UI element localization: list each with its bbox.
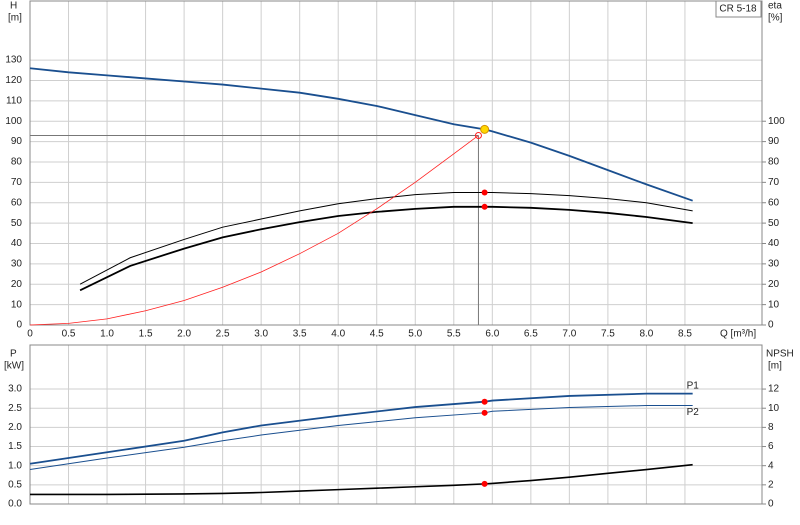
- y2-tick-label: 2: [768, 479, 774, 490]
- y-tick-label: 80: [11, 157, 23, 168]
- y-axis-unit: [kW]: [4, 361, 24, 372]
- y-tick-label: 120: [5, 75, 22, 86]
- operating-point: [481, 398, 488, 405]
- x-tick-label: 5.5: [447, 329, 461, 340]
- y2-tick-label: 4: [768, 460, 774, 471]
- x-tick-label: 4.0: [331, 329, 345, 340]
- y-tick-label: 130: [5, 55, 22, 66]
- y-tick-label: 2.0: [8, 422, 22, 433]
- y-tick-label: 70: [11, 177, 23, 188]
- x-tick-label: 8.0: [639, 329, 653, 340]
- x-tick-label: 0.5: [62, 329, 76, 340]
- y-tick-label: 90: [11, 136, 23, 147]
- x-tick-label: 0: [27, 329, 33, 340]
- x-tick-label: 6.5: [524, 329, 538, 340]
- operating-point: [481, 189, 488, 196]
- y-tick-label: 40: [11, 238, 23, 249]
- plot-frame: [29, 344, 763, 505]
- legend-label: P1: [687, 380, 700, 391]
- y-tick-label: 110: [6, 95, 22, 106]
- y2-tick-label: 30: [768, 259, 780, 270]
- x-tick-label: 7.5: [601, 329, 615, 340]
- y-tick-label: 2.5: [8, 403, 22, 414]
- x-tick-label: 1.5: [139, 329, 153, 340]
- y2-tick-label: 50: [768, 218, 780, 229]
- curve: [29, 392, 693, 465]
- y2-tick-label: 60: [768, 197, 780, 208]
- x-tick-label: 3.0: [254, 329, 268, 340]
- y-tick-label: 3.0: [8, 384, 22, 395]
- y-tick-label: 30: [11, 259, 23, 270]
- y-tick-label: 60: [11, 197, 23, 208]
- x-tick-label: 2.0: [177, 329, 191, 340]
- plot-frame: [29, 0, 763, 326]
- y-axis-label: P: [10, 349, 17, 360]
- curve: [29, 67, 693, 202]
- y-tick-label: 50: [11, 218, 23, 229]
- curve: [29, 135, 479, 326]
- y2-axis-unit: [%]: [768, 13, 783, 24]
- operating-point: [481, 203, 488, 210]
- y-tick-label: 100: [5, 116, 22, 127]
- y-tick-label: 0: [16, 320, 22, 331]
- y-tick-label: 0.0: [8, 499, 22, 510]
- y2-tick-label: 80: [768, 157, 780, 168]
- y2-tick-label: 70: [768, 177, 780, 188]
- y2-tick-label: 40: [768, 238, 780, 249]
- operating-point: [481, 480, 488, 487]
- curve: [29, 405, 693, 471]
- x-axis-label: Q [m³/h]: [720, 329, 756, 340]
- x-tick-label: 6.0: [485, 329, 499, 340]
- legend-label: P2: [687, 407, 700, 418]
- x-tick-label: 3.5: [293, 329, 307, 340]
- x-tick-label: 7.0: [562, 329, 576, 340]
- y-tick-label: 1.5: [8, 441, 22, 452]
- y2-tick-label: 6: [768, 441, 774, 452]
- y-axis-unit: [m]: [8, 13, 22, 24]
- y2-tick-label: 8: [768, 422, 774, 433]
- y-tick-label: 10: [11, 299, 23, 310]
- y2-axis-label: eta: [768, 1, 782, 12]
- y2-axis-label: NPSH: [766, 349, 794, 360]
- curve: [79, 192, 693, 285]
- y-tick-label: 20: [11, 279, 23, 290]
- y2-tick-label: 20: [768, 279, 780, 290]
- x-tick-label: 4.5: [370, 329, 384, 340]
- y-axis-label: H: [10, 1, 17, 12]
- curve: [30, 463, 693, 496]
- y2-tick-label: 10: [768, 299, 780, 310]
- y2-tick-label: 0: [768, 499, 774, 510]
- y2-tick-label: 0: [768, 320, 774, 331]
- y2-tick-label: 100: [768, 116, 785, 127]
- x-tick-label: 2.5: [216, 329, 230, 340]
- y-tick-label: 0.5: [8, 479, 22, 490]
- y2-tick-label: 10: [768, 403, 780, 414]
- curve: [79, 205, 693, 292]
- y2-tick-label: 90: [768, 136, 780, 147]
- operating-point: [480, 124, 490, 134]
- pump-label: CR 5-18: [719, 4, 757, 15]
- x-tick-label: 8.5: [678, 329, 692, 340]
- duty-marker: [474, 131, 482, 139]
- x-tick-label: 1.0: [100, 329, 114, 340]
- y-tick-label: 1.0: [8, 460, 22, 471]
- x-tick-label: 5.0: [408, 329, 422, 340]
- operating-point: [481, 409, 488, 416]
- y2-tick-label: 12: [768, 384, 780, 395]
- y2-axis-unit: [m]: [768, 361, 782, 372]
